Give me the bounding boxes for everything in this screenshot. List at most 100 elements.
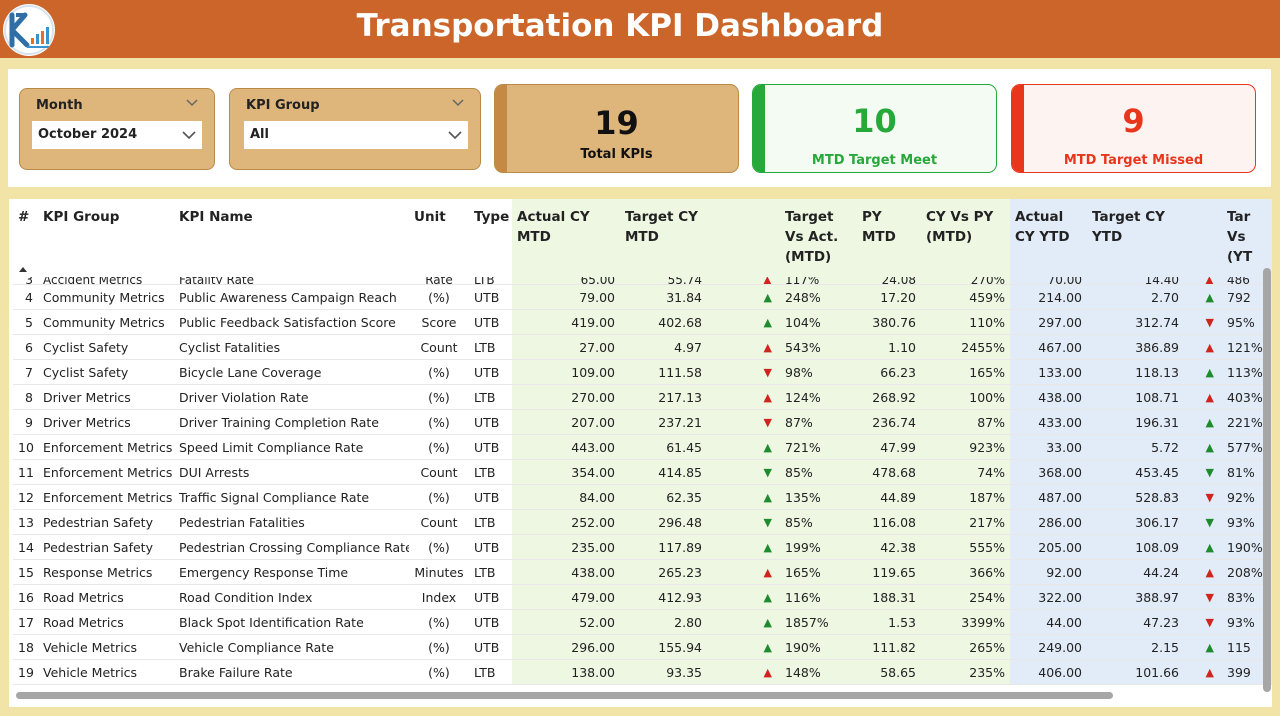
cell-actual-cy-ytd: 33.00	[1010, 434, 1087, 460]
kpi-table-panel: # KPI Group KPI Name Unit Type Actual CY…	[9, 199, 1272, 707]
cell-target-vs-act-mtd: 124%	[780, 384, 857, 410]
card-accent	[495, 85, 507, 172]
chevron-down-icon[interactable]	[186, 97, 198, 109]
col-header-unit[interactable]: Unit	[409, 199, 469, 277]
cell-kpi-name: Bicycle Lane Coverage	[174, 359, 409, 385]
cell-target-vs-act-mtd: 116%	[780, 584, 857, 610]
table-row[interactable]: 15 Response Metrics Emergency Response Tim…	[13, 559, 1272, 585]
cell-target-vs-act-mtd: 543%	[780, 334, 857, 360]
cell-cy-vs-py-mtd: 2455%	[921, 334, 1010, 360]
col-header-target-cy-ytd[interactable]: Target CY YTD	[1087, 199, 1184, 277]
arrow-up-icon: ▲	[1184, 559, 1222, 585]
col-header-kpi-name[interactable]: KPI Name	[174, 199, 409, 277]
month-dropdown[interactable]: October 2024	[32, 121, 202, 149]
cell-index: 7	[13, 359, 38, 385]
cell-actual-cy-ytd: 322.00	[1010, 584, 1087, 610]
table-row[interactable]: 4 Community Metrics Public Awareness Campa…	[13, 284, 1272, 310]
cell-actual-cy-ytd: 467.00	[1010, 334, 1087, 360]
table-row[interactable]: 9 Driver Metrics Driver Training Completio…	[13, 409, 1272, 435]
chevron-down-icon[interactable]	[452, 97, 464, 109]
arrow-down-icon: ▼	[1184, 584, 1222, 610]
col-header-actual-cy-ytd[interactable]: Actual CY YTD	[1010, 199, 1087, 277]
cell-type: LTB	[469, 659, 512, 685]
col-header-mtd-indicator[interactable]	[707, 199, 780, 277]
table-row[interactable]: 7 Cyclist Safety Bicycle Lane Coverage (%) U…	[13, 359, 1272, 385]
card-accent	[753, 85, 765, 172]
cell-target-cy-mtd: 111.58	[620, 359, 707, 385]
cell-target-vs-act-mtd: 190%	[780, 634, 857, 660]
cell-cy-vs-py-mtd: 555%	[921, 534, 1010, 560]
arrow-up-icon: ▲	[1184, 334, 1222, 360]
cell-target-cy-ytd: 2.70	[1087, 284, 1184, 310]
cell-actual-cy-ytd: 205.00	[1010, 534, 1087, 560]
table-row[interactable]: 14 Pedestrian Safety Pedestrian Crossing C…	[13, 534, 1272, 560]
cell-target-cy-mtd: 412.93	[620, 584, 707, 610]
col-header-target-vs-act-mtd[interactable]: Target Vs Act. (MTD)	[780, 199, 857, 277]
cell-unit: Minutes	[409, 559, 469, 585]
cell-py-mtd: 236.74	[857, 409, 921, 435]
mtd-target-missed-card: 9 MTD Target Missed	[1011, 84, 1256, 173]
cell-target-cy-ytd: 47.23	[1087, 609, 1184, 635]
cell-target-cy-ytd: 386.89	[1087, 334, 1184, 360]
col-header-actual-cy-mtd[interactable]: Actual CY MTD	[512, 199, 620, 277]
table-row[interactable]: 6 Cyclist Safety Cyclist Fatalities Count LT…	[13, 334, 1272, 360]
horizontal-scrollbar[interactable]	[16, 692, 1113, 699]
cell-actual-cy-ytd: 249.00	[1010, 634, 1087, 660]
cell-actual-cy-ytd: 133.00	[1010, 359, 1087, 385]
vertical-scrollbar[interactable]	[1263, 268, 1271, 692]
col-header-kpi-group[interactable]: KPI Group	[38, 199, 174, 277]
table-row[interactable]: 13 Pedestrian Safety Pedestrian Fatalities…	[13, 509, 1272, 535]
col-header-target-vs-act-ytd[interactable]: Tar Vs (YT	[1222, 199, 1272, 277]
cell-index: 9	[13, 409, 38, 435]
kpi-group-dropdown[interactable]: All	[244, 121, 468, 149]
cell-type: UTB	[469, 409, 512, 435]
table-row[interactable]: 16 Road Metrics Road Condition Index Index U…	[13, 584, 1272, 610]
cell-index: 5	[13, 309, 38, 335]
table-row[interactable]: 11 Enforcement Metrics DUI Arrests Count LTB…	[13, 459, 1272, 485]
cell-actual-cy-mtd: 79.00	[512, 284, 620, 310]
col-header-cy-vs-py-mtd[interactable]: CY Vs PY (MTD)	[921, 199, 1010, 277]
cell-index: 14	[13, 534, 38, 560]
table-row[interactable]: 3 Accident Metrics Fatality Rate Rate LTB 65.…	[13, 277, 1272, 285]
cell-py-mtd: 24.08	[857, 277, 921, 285]
table-row[interactable]: 10 Enforcement Metrics Speed Limit Complia…	[13, 434, 1272, 460]
cell-py-mtd: 119.65	[857, 559, 921, 585]
table-row[interactable]: 17 Road Metrics Black Spot Identification …	[13, 609, 1272, 635]
table-row[interactable]: 8 Driver Metrics Driver Violation Rate (%) L…	[13, 384, 1272, 410]
arrow-up-icon: ▲	[707, 609, 780, 635]
cell-actual-cy-mtd: 65.00	[512, 277, 620, 285]
table-row[interactable]: 18 Vehicle Metrics Vehicle Compliance Rate…	[13, 634, 1272, 660]
cell-unit: (%)	[409, 634, 469, 660]
kpi-group-dropdown-value: All	[250, 127, 269, 142]
cell-target-cy-ytd: 5.72	[1087, 434, 1184, 460]
cell-actual-cy-mtd: 52.00	[512, 609, 620, 635]
cell-index: 11	[13, 459, 38, 485]
col-header-ytd-indicator[interactable]	[1184, 199, 1222, 277]
cell-actual-cy-ytd: 487.00	[1010, 484, 1087, 510]
cell-actual-cy-mtd: 443.00	[512, 434, 620, 460]
total-kpis-card: 19 Total KPIs	[494, 84, 739, 173]
cell-cy-vs-py-mtd: 254%	[921, 584, 1010, 610]
cell-target-cy-mtd: 55.74	[620, 277, 707, 285]
table-row[interactable]: 5 Community Metrics Public Feedback Satisf…	[13, 309, 1272, 335]
mtd-target-missed-label: MTD Target Missed	[1063, 153, 1204, 168]
col-header-py-mtd[interactable]: PY MTD	[857, 199, 921, 277]
cell-kpi-group: Driver Metrics	[38, 409, 174, 435]
cell-kpi-group: Enforcement Metrics	[38, 459, 174, 485]
cell-target-cy-mtd: 155.94	[620, 634, 707, 660]
cell-type: UTB	[469, 284, 512, 310]
cell-cy-vs-py-mtd: 165%	[921, 359, 1010, 385]
arrow-down-icon: ▼	[707, 509, 780, 535]
total-kpis-label: Total KPIs	[580, 147, 653, 162]
col-header-index[interactable]: #	[13, 199, 38, 277]
cell-actual-cy-ytd: 433.00	[1010, 409, 1087, 435]
col-header-type[interactable]: Type	[469, 199, 512, 277]
cell-kpi-group: Community Metrics	[38, 284, 174, 310]
sort-ascending-icon[interactable]	[18, 265, 28, 273]
table-row[interactable]: 19 Vehicle Metrics Brake Failure Rate (%) LT…	[13, 659, 1272, 685]
col-header-target-cy-mtd[interactable]: Target CY MTD	[620, 199, 707, 277]
table-row[interactable]: 12 Enforcement Metrics Traffic Signal Comp…	[13, 484, 1272, 510]
cell-kpi-name: Road Condition Index	[174, 584, 409, 610]
cell-actual-cy-mtd: 27.00	[512, 334, 620, 360]
cell-target-cy-mtd: 117.89	[620, 534, 707, 560]
